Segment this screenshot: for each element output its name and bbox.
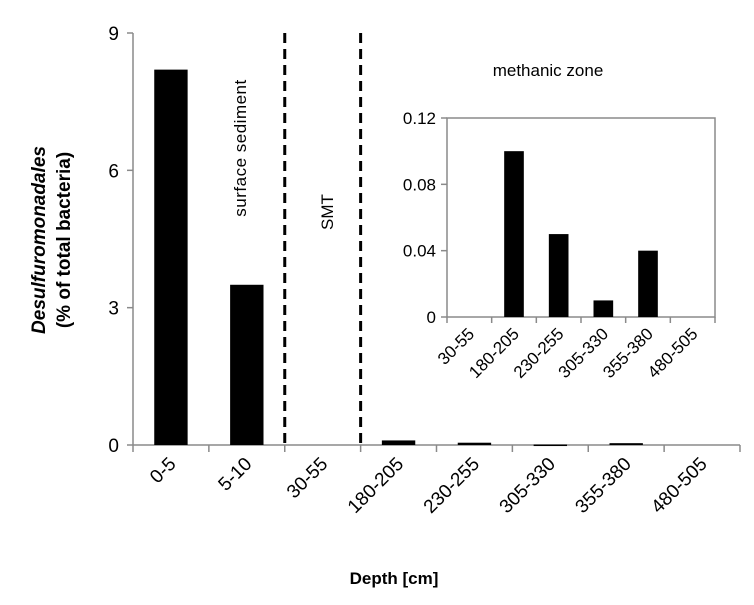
main-bar: [533, 444, 568, 447]
main-y-tick-label: 9: [108, 24, 119, 45]
inset-bar: [548, 234, 569, 317]
main-x-tick-label: 355-380: [572, 454, 636, 518]
inset-y-tick-label: 0: [427, 308, 436, 327]
annotation-smt: SMT: [318, 194, 337, 230]
y-axis-title-line1: Desulfuromonadales: [29, 146, 50, 334]
annotation-methanic-zone: methanic zone: [493, 61, 604, 80]
main-bar: [154, 69, 188, 445]
main-x-tick-label: 0-5: [146, 454, 180, 488]
main-bar: [230, 284, 264, 445]
main-y-tick-label: 3: [108, 299, 119, 320]
inset-frame: [446, 117, 716, 318]
y-axis-title-line2: (% of total bacteria): [54, 152, 75, 328]
main-bar: [457, 442, 492, 445]
inset-y-tick-label: 0.08: [403, 175, 436, 194]
main-y-tick-label: 0: [108, 436, 119, 457]
main-bar: [609, 443, 643, 445]
main-bar: [381, 440, 416, 445]
inset-bar: [504, 151, 524, 317]
annotation-surface-sediment: surface sediment: [231, 79, 250, 216]
main-x-tick-label: 180-205: [344, 454, 408, 518]
inset-bar: [638, 250, 658, 317]
main-x-tick-label: 30-55: [283, 454, 332, 503]
main-x-tick-label: 305-330: [496, 454, 560, 518]
x-axis-title: Depth [cm]: [350, 569, 439, 588]
inset-y-tick-label: 0.12: [403, 109, 436, 128]
inset-bar: [593, 300, 614, 317]
inset-x-tick-label: 480-505: [644, 324, 702, 382]
main-x-tick-label: 230-255: [420, 454, 484, 518]
inset-y-tick-label: 0.04: [403, 242, 436, 261]
main-x-tick-label: 5-10: [215, 454, 257, 496]
main-y-tick-label: 6: [108, 161, 119, 182]
main-x-tick-label: 480-505: [647, 454, 711, 518]
